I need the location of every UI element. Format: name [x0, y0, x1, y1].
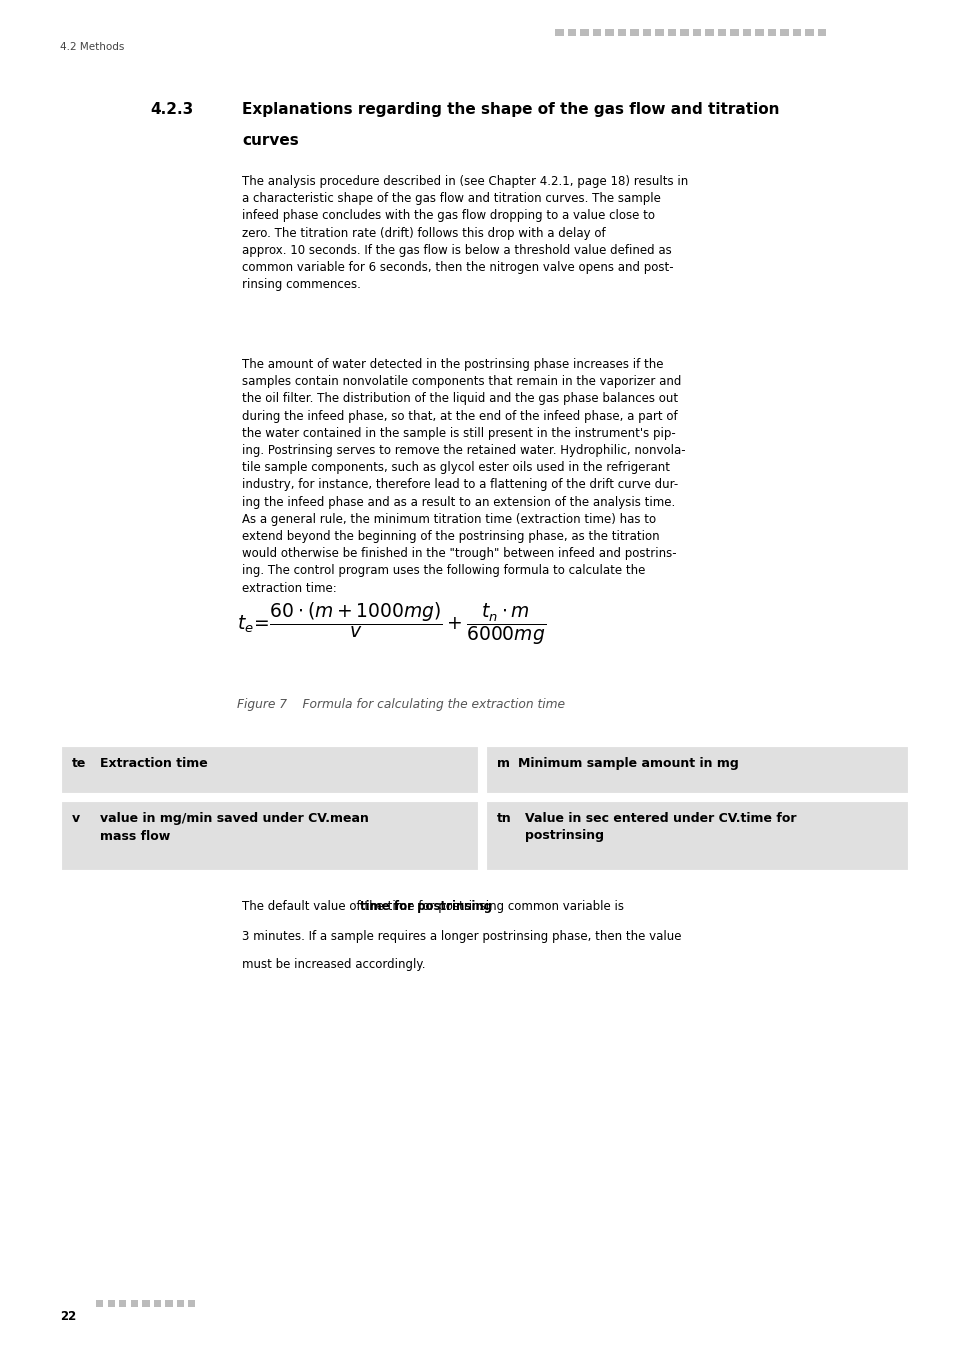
- Text: v: v: [71, 811, 80, 825]
- Text: 22: 22: [60, 1310, 76, 1323]
- Text: Value in sec entered under CV.time for
postrinsing: Value in sec entered under CV.time for p…: [524, 811, 795, 842]
- Text: te: te: [71, 757, 87, 769]
- FancyBboxPatch shape: [188, 1300, 195, 1307]
- FancyBboxPatch shape: [176, 1300, 184, 1307]
- FancyBboxPatch shape: [142, 1300, 150, 1307]
- FancyBboxPatch shape: [679, 28, 688, 36]
- Text: time for postrinsing: time for postrinsing: [359, 900, 491, 913]
- FancyBboxPatch shape: [131, 1300, 138, 1307]
- Text: The amount of water detected in the postrinsing phase increases if the
samples c: The amount of water detected in the post…: [242, 358, 685, 594]
- Text: Figure 7    Formula for calculating the extraction time: Figure 7 Formula for calculating the ext…: [236, 698, 564, 711]
- FancyBboxPatch shape: [119, 1300, 127, 1307]
- Text: The analysis procedure described in (see Chapter 4.2.1, page 18) results in
a ch: The analysis procedure described in (see…: [242, 176, 687, 292]
- Text: must be increased accordingly.: must be increased accordingly.: [242, 958, 425, 971]
- FancyBboxPatch shape: [484, 801, 909, 872]
- FancyBboxPatch shape: [641, 28, 650, 36]
- Text: tn: tn: [496, 811, 511, 825]
- FancyBboxPatch shape: [108, 1300, 115, 1307]
- FancyBboxPatch shape: [592, 28, 600, 36]
- Text: 3 minutes. If a sample requires a longer postrinsing phase, then the value: 3 minutes. If a sample requires a longer…: [242, 930, 680, 944]
- Text: curves: curves: [242, 134, 298, 148]
- Text: The default value of the time for postrinsing common variable is: The default value of the time for postri…: [242, 900, 623, 913]
- Text: 4.2.3: 4.2.3: [150, 103, 193, 117]
- FancyBboxPatch shape: [555, 28, 563, 36]
- Text: $t_e\!=\!\dfrac{60\cdot(m+1000mg)}{v}+\dfrac{t_n\cdot m}{6000mg}$: $t_e\!=\!\dfrac{60\cdot(m+1000mg)}{v}+\d…: [236, 599, 545, 647]
- Text: Minimum sample amount in mg: Minimum sample amount in mg: [518, 757, 739, 769]
- FancyBboxPatch shape: [604, 28, 613, 36]
- FancyBboxPatch shape: [780, 28, 788, 36]
- FancyBboxPatch shape: [741, 28, 750, 36]
- FancyBboxPatch shape: [579, 28, 588, 36]
- Text: 4.2 Methods: 4.2 Methods: [60, 42, 124, 53]
- Text: value in mg/min saved under CV.mean
mass flow: value in mg/min saved under CV.mean mass…: [100, 811, 369, 842]
- FancyBboxPatch shape: [567, 28, 576, 36]
- Text: Explanations regarding the shape of the gas flow and titration: Explanations regarding the shape of the …: [242, 103, 779, 117]
- FancyBboxPatch shape: [655, 28, 662, 36]
- FancyBboxPatch shape: [96, 1300, 103, 1307]
- Text: m: m: [496, 757, 509, 769]
- FancyBboxPatch shape: [754, 28, 762, 36]
- FancyBboxPatch shape: [484, 745, 909, 795]
- FancyBboxPatch shape: [792, 28, 801, 36]
- FancyBboxPatch shape: [804, 28, 813, 36]
- FancyBboxPatch shape: [817, 28, 825, 36]
- Text: Extraction time: Extraction time: [100, 757, 208, 769]
- FancyBboxPatch shape: [153, 1300, 161, 1307]
- FancyBboxPatch shape: [617, 28, 625, 36]
- FancyBboxPatch shape: [717, 28, 725, 36]
- FancyBboxPatch shape: [729, 28, 738, 36]
- FancyBboxPatch shape: [767, 28, 775, 36]
- FancyBboxPatch shape: [704, 28, 713, 36]
- FancyBboxPatch shape: [692, 28, 700, 36]
- FancyBboxPatch shape: [165, 1300, 172, 1307]
- FancyBboxPatch shape: [60, 801, 479, 872]
- FancyBboxPatch shape: [629, 28, 638, 36]
- FancyBboxPatch shape: [667, 28, 676, 36]
- FancyBboxPatch shape: [60, 745, 479, 795]
